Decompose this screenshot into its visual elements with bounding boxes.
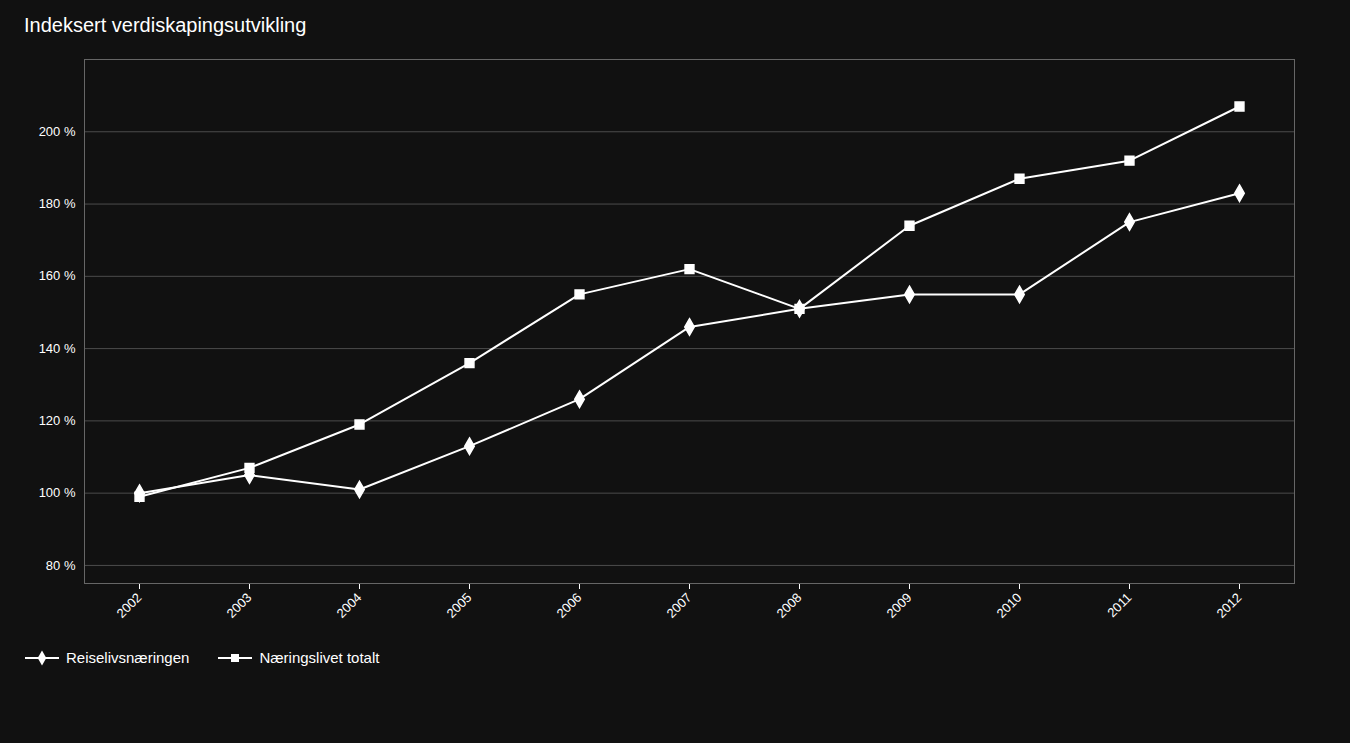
svg-text:120 %: 120 % [39,413,76,428]
svg-text:2002: 2002 [114,590,145,621]
html-text:Næringslivet totalt: Næringslivet totalt [259,649,380,666]
svg-text:2004: 2004 [334,590,365,621]
svg-text:2007: 2007 [664,590,695,621]
html-text:Indeksert verdiskapingsutvikli: Indeksert verdiskapingsutvikling [24,14,307,36]
svg-text:2003: 2003 [224,590,255,621]
svg-text:80 %: 80 % [46,558,76,573]
svg-text:2005: 2005 [444,590,475,621]
svg-text:160 %: 160 % [39,268,76,283]
html-text:Reiselivsnæringen: Reiselivsnæringen [66,649,190,666]
svg-text:2010: 2010 [994,590,1025,621]
svg-text:140 %: 140 % [39,341,76,356]
svg-text:200 %: 200 % [39,124,76,139]
svg-text:2012: 2012 [1214,590,1245,621]
svg-text:2009: 2009 [884,590,915,621]
svg-text:2008: 2008 [774,590,805,621]
svg-text:2006: 2006 [554,590,585,621]
svg-text:100 %: 100 % [39,485,76,500]
svg-text:2011: 2011 [1104,590,1134,620]
svg-text:180 %: 180 % [39,196,76,211]
